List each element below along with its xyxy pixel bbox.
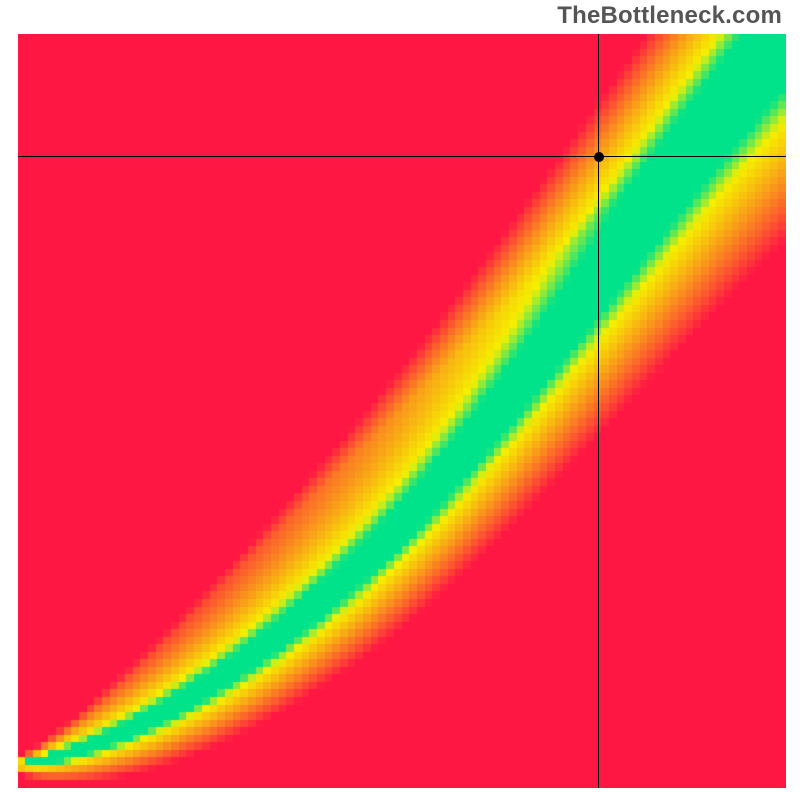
crosshair-horizontal <box>18 156 786 157</box>
heatmap-plot <box>18 34 786 788</box>
crosshair-marker <box>594 152 604 162</box>
watermark-text: TheBottleneck.com <box>557 2 782 30</box>
figure-container: { "canvas": { "width_px": 800, "height_p… <box>0 0 800 800</box>
crosshair-vertical <box>598 34 599 788</box>
heatmap-canvas <box>18 34 786 788</box>
